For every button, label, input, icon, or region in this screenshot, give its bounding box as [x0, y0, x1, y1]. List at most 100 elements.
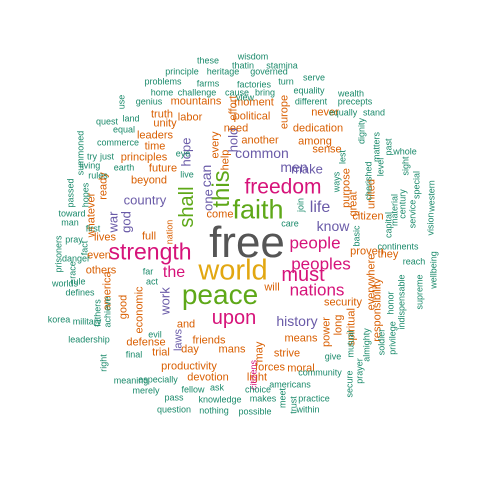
word-shall: shall: [176, 186, 198, 228]
word-moral: moral: [287, 362, 315, 375]
word-peace: peace: [181, 279, 259, 310]
word-light: light: [246, 371, 268, 384]
word-continents: continents: [377, 241, 419, 252]
word-stand: stand: [362, 107, 386, 118]
word-soldier: soldier: [376, 328, 387, 356]
word-rule: rule: [70, 276, 86, 287]
word-work: work: [157, 287, 173, 315]
word-men: men: [280, 159, 308, 175]
word-basic: basic: [351, 225, 362, 247]
word-turn: turn: [278, 76, 294, 87]
word-war: war: [105, 211, 121, 233]
word-ask: ask: [209, 382, 225, 393]
word-indispensable: indispensable: [396, 274, 407, 330]
word-time: time: [144, 140, 166, 153]
word-serve: serve: [302, 72, 326, 83]
word-bring: bring: [254, 87, 276, 98]
word-trial: trial: [152, 346, 170, 359]
word-western: western: [426, 180, 437, 212]
word-wellbeing: wellbeing: [428, 251, 439, 289]
word-special: special: [411, 170, 422, 200]
word-help: help: [219, 149, 232, 171]
word-among: among: [298, 135, 332, 148]
word-whole: whole: [393, 146, 417, 157]
word-commerce: commerce: [96, 137, 140, 148]
word-challenge: challenge: [177, 87, 217, 98]
word-evil: evil: [148, 329, 162, 340]
word-man: man: [61, 217, 79, 228]
word-others: others: [85, 264, 117, 277]
word-knowledge: knowledge: [198, 394, 242, 405]
word-honor: honor: [385, 291, 396, 315]
word-know: know: [316, 218, 350, 234]
word-final: final: [125, 349, 143, 360]
word-nations: nations: [289, 280, 345, 300]
word-god: god: [118, 211, 134, 233]
word-heritage: heritage: [206, 66, 240, 77]
word-within: within: [296, 404, 320, 415]
word-cherished: cherished: [363, 161, 374, 201]
word-the: the: [162, 264, 186, 281]
word-pray: pray: [65, 234, 83, 245]
word-great: great: [347, 191, 360, 217]
word-precepts: precepts: [337, 96, 373, 107]
word-question: question: [156, 404, 192, 415]
word-possible: possible: [238, 406, 272, 417]
word-try: try: [87, 151, 97, 162]
word-equal: equal: [112, 124, 136, 135]
word-give: give: [324, 351, 342, 362]
word-peoples: peoples: [291, 254, 351, 274]
word-quest: quest: [95, 116, 119, 127]
word-future: future: [148, 162, 178, 175]
word-faith: faith: [232, 194, 284, 225]
word-common: common: [235, 145, 289, 161]
word-just: just: [99, 151, 115, 162]
word-community: community: [298, 367, 342, 378]
word-problems: problems: [144, 76, 182, 87]
word-use: use: [116, 94, 127, 110]
word-freedom: freedom: [244, 175, 322, 199]
word-hopes: hopes: [80, 182, 91, 208]
word-equality: equality: [293, 85, 325, 96]
word-achieve: achieve: [102, 296, 113, 328]
word-never: never: [311, 106, 339, 119]
word-military: military: [72, 316, 102, 327]
word-vision: vision: [425, 212, 436, 236]
word-service: service: [407, 199, 418, 229]
word-principles: principles: [120, 151, 168, 164]
word-lives: lives: [93, 231, 117, 244]
word-long: long: [332, 314, 345, 336]
word-principle: principle: [165, 66, 199, 77]
word-almighty: almighty: [361, 328, 372, 362]
word-world: world: [198, 254, 268, 287]
word-ways: ways: [331, 171, 342, 193]
word-korea: korea: [47, 314, 71, 325]
word-they: they: [377, 248, 399, 261]
word-devotion: devotion: [187, 371, 229, 384]
word-century: century: [397, 189, 408, 219]
word-must: must: [281, 264, 325, 286]
word-care: care: [281, 218, 299, 229]
word-everywhere: everywhere: [365, 253, 378, 311]
word-good: good: [117, 294, 130, 320]
word-farms: farms: [196, 78, 220, 89]
word-view: view: [235, 92, 255, 103]
word-earth: earth: [113, 162, 135, 173]
word-come: come: [206, 208, 234, 221]
word-meet: meet: [277, 387, 288, 409]
word-makes: makes: [249, 393, 277, 404]
word-governed: governed: [250, 66, 288, 77]
word-economic: economic: [133, 286, 146, 334]
word-meaning: meaning: [113, 375, 149, 386]
word-dignity: dignity: [356, 117, 367, 145]
word-reach: reach: [402, 256, 426, 267]
word-thatin: thatin: [231, 60, 255, 71]
word-upon: upon: [211, 307, 257, 329]
word-practice: practice: [298, 393, 330, 404]
word-productivity: productivity: [161, 360, 217, 373]
word-laws: laws: [172, 328, 185, 352]
word-unity: unity: [153, 117, 177, 130]
word-level: level: [375, 157, 386, 177]
word-home: home: [150, 87, 174, 98]
word-means: means: [284, 332, 318, 345]
